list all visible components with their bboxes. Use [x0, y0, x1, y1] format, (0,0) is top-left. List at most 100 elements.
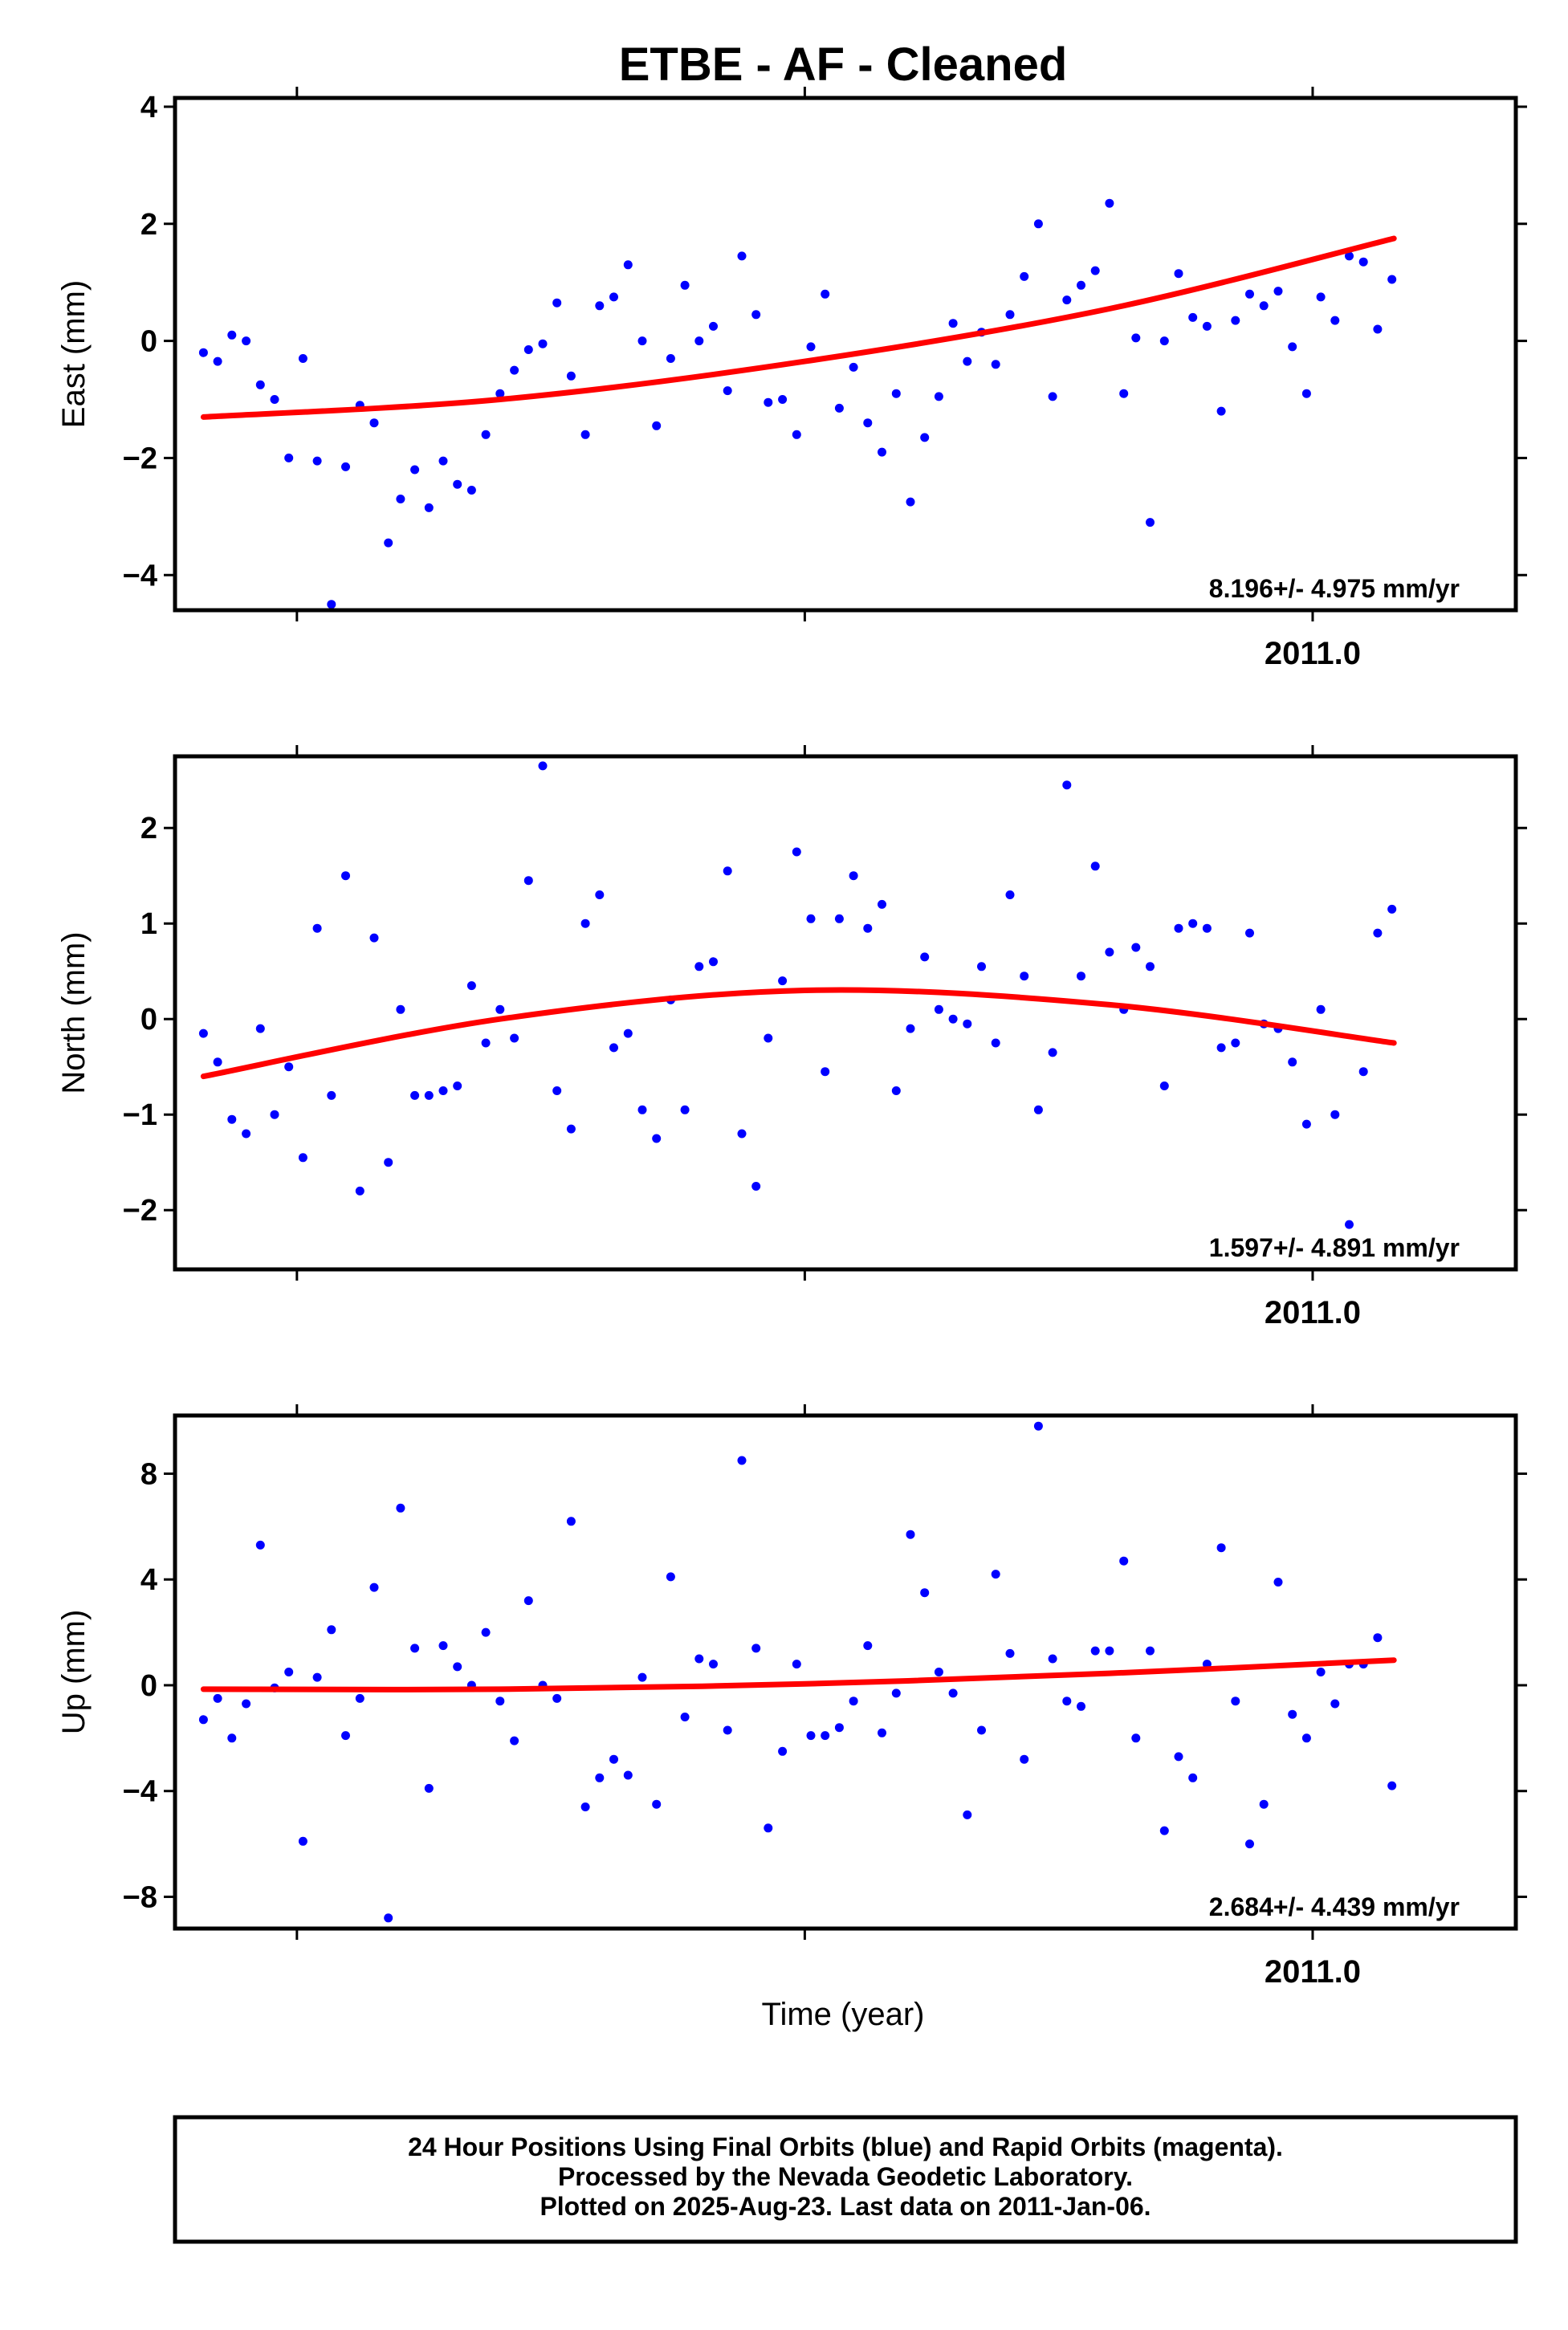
data-point — [751, 310, 761, 320]
data-point — [849, 871, 858, 881]
data-point — [595, 1773, 605, 1782]
footer-line-2: Processed by the Nevada Geodetic Laborat… — [558, 2162, 1133, 2191]
data-point — [1062, 295, 1072, 305]
data-point — [481, 430, 491, 439]
data-point — [453, 1662, 462, 1672]
data-point — [384, 1158, 393, 1167]
data-point — [510, 1736, 519, 1745]
data-point — [806, 1731, 816, 1741]
data-point — [466, 981, 476, 991]
footer-line-3: Plotted on 2025-Aug-23. Last data on 201… — [540, 2192, 1151, 2221]
data-point — [580, 430, 590, 439]
data-point — [1090, 1646, 1100, 1656]
data-point — [1387, 275, 1397, 284]
data-point — [227, 1114, 237, 1124]
data-point — [284, 453, 294, 462]
data-point — [580, 1802, 590, 1811]
data-point — [284, 1062, 294, 1072]
data-point — [1033, 219, 1043, 229]
data-point — [255, 1024, 265, 1033]
up-x-tick-label: 2011.0 — [1265, 1954, 1361, 1990]
data-point — [878, 447, 886, 457]
data-point — [834, 403, 844, 413]
data-point — [495, 1697, 505, 1706]
footer-box — [173, 2115, 1518, 2244]
data-point — [1301, 1119, 1311, 1129]
data-point — [355, 1186, 365, 1196]
data-point — [1005, 310, 1015, 320]
data-point — [1033, 1421, 1043, 1431]
data-point — [737, 251, 747, 261]
data-point — [1202, 321, 1212, 331]
data-point — [510, 365, 519, 375]
data-point — [1077, 972, 1085, 981]
data-point — [312, 923, 322, 933]
data-point — [1159, 1081, 1169, 1090]
data-point — [1005, 890, 1015, 899]
data-point — [1330, 1110, 1340, 1119]
data-point — [1005, 1648, 1015, 1658]
data-point — [242, 336, 251, 346]
data-point — [1159, 336, 1169, 346]
data-point — [934, 1668, 943, 1676]
data-point — [341, 871, 350, 881]
data-point — [834, 914, 844, 923]
footer-line-1: 24 Hour Positions Using Final Orbits (bl… — [408, 2132, 1283, 2161]
data-point — [1259, 1799, 1269, 1809]
data-point — [341, 1731, 350, 1741]
data-point — [1188, 1773, 1198, 1782]
data-point — [242, 1129, 251, 1139]
data-point — [977, 962, 986, 972]
data-point — [270, 1110, 279, 1119]
data-point — [652, 1134, 662, 1143]
north-y-tick-label: −2 — [123, 1194, 157, 1228]
data-point — [481, 1038, 491, 1048]
data-point — [609, 292, 618, 302]
east-fit-line — [200, 235, 1397, 420]
data-point — [863, 418, 873, 428]
data-point — [666, 1572, 675, 1582]
data-point — [438, 1641, 448, 1651]
data-point — [1316, 1668, 1326, 1676]
data-point — [834, 1723, 844, 1733]
data-point — [821, 1067, 830, 1077]
data-point — [920, 952, 930, 962]
data-point — [963, 1810, 972, 1819]
data-point — [764, 1033, 773, 1043]
data-point — [666, 354, 675, 363]
data-point — [652, 421, 662, 430]
data-point — [384, 538, 393, 548]
data-point — [709, 957, 718, 967]
up-y-axis-label: Up (mm) — [56, 1610, 92, 1735]
north-y-tick-label: 1 — [141, 907, 157, 941]
east-y-tick-label: 2 — [141, 208, 157, 242]
east-axes-frame — [173, 96, 1518, 613]
data-point — [523, 876, 533, 886]
data-point — [424, 1783, 434, 1793]
data-point — [255, 1540, 265, 1550]
data-point — [298, 1153, 307, 1163]
data-point — [778, 1746, 788, 1756]
data-point — [637, 1672, 647, 1682]
data-point — [1033, 1105, 1043, 1114]
data-point — [1062, 1697, 1072, 1706]
data-point — [510, 1033, 519, 1043]
data-point — [694, 962, 704, 972]
data-point — [369, 933, 379, 943]
data-point — [1231, 1697, 1240, 1706]
east-x-tick-label: 2011.0 — [1265, 636, 1361, 671]
east-y-tick-label: −4 — [123, 559, 157, 593]
data-point — [1288, 342, 1297, 352]
north-y-tick-label: 2 — [141, 812, 157, 845]
data-point — [298, 1836, 307, 1846]
data-point — [1216, 406, 1226, 416]
data-point — [1077, 280, 1085, 290]
data-point — [1090, 266, 1100, 275]
data-point — [1105, 947, 1114, 957]
data-point — [723, 1725, 732, 1735]
data-point — [891, 1086, 901, 1095]
north-x-tick-label: 2011.0 — [1265, 1295, 1361, 1330]
north-y-axis-label: North (mm) — [56, 931, 92, 1094]
chart-title: ETBE - AF - Cleaned — [619, 39, 1068, 91]
